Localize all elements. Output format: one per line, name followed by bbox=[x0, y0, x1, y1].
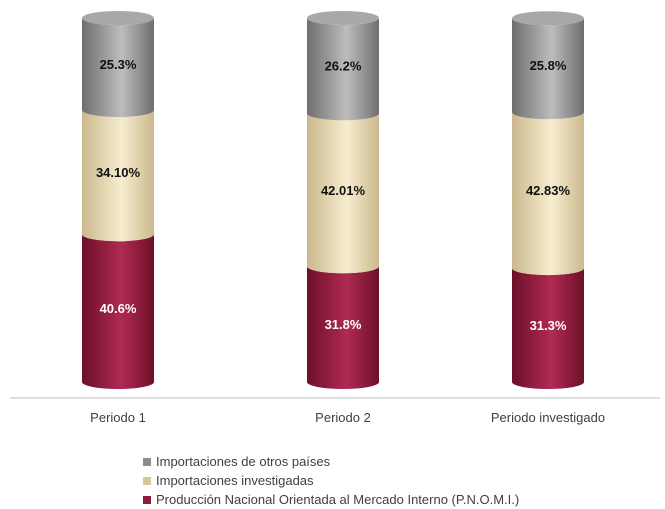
legend-swatch-investigadas bbox=[143, 476, 151, 485]
bar-segment-0-0 bbox=[82, 234, 154, 389]
bar-segment-0-2 bbox=[82, 18, 154, 118]
category-label-0: Periodo 1 bbox=[90, 410, 146, 425]
legend-item-pnomi: Producción Nacional Orientada al Mercado… bbox=[143, 490, 519, 509]
legend-item-investigadas: Importaciones investigadas bbox=[143, 471, 519, 490]
bar-segment-1-0 bbox=[307, 266, 379, 389]
legend-item-otros: Importaciones de otros países bbox=[143, 452, 519, 471]
bar-cap-2 bbox=[512, 11, 584, 26]
data-label-0-1: 34.10% bbox=[96, 165, 141, 180]
legend-label-otros: Importaciones de otros países bbox=[156, 454, 331, 469]
data-label-1-2: 26.2% bbox=[325, 59, 362, 74]
legend-label-pnomi: Producción Nacional Orientada al Mercado… bbox=[156, 492, 520, 507]
category-label-1: Periodo 2 bbox=[315, 410, 371, 425]
chart-svg: 40.6% 34.10% 25.3% Periodo 1 31.8% 42.01% 26.2… bbox=[10, 10, 660, 425]
bar-segment-2-0 bbox=[512, 268, 584, 389]
data-label-1-1: 42.01% bbox=[321, 183, 366, 198]
legend: Importaciones de otros países Importacio… bbox=[143, 452, 519, 509]
bar-segment-1-1 bbox=[307, 113, 379, 274]
bar-segment-2-1 bbox=[512, 112, 584, 276]
bar-cap-0 bbox=[82, 11, 154, 25]
bar-segment-1-2 bbox=[307, 17, 379, 121]
category-label-2: Periodo investigado bbox=[491, 410, 605, 425]
legend-swatch-pnomi bbox=[143, 495, 151, 504]
stacked-cylinder-chart: 40.6% 34.10% 25.3% Periodo 1 31.8% 42.01% 26.2… bbox=[10, 10, 660, 425]
data-label-0-0: 40.6% bbox=[100, 301, 137, 316]
bar-segment-2-2 bbox=[512, 18, 584, 120]
legend-swatch-otros bbox=[143, 457, 151, 466]
data-label-2-2: 25.8% bbox=[530, 58, 567, 73]
data-label-1-0: 31.8% bbox=[325, 317, 362, 332]
legend-label-investigadas: Importaciones investigadas bbox=[156, 473, 314, 488]
bar-cap-1 bbox=[307, 10, 379, 25]
data-label-2-1: 42.83% bbox=[526, 183, 571, 198]
data-label-0-2: 25.3% bbox=[100, 57, 137, 72]
bar-segment-0-1 bbox=[82, 110, 154, 242]
data-label-2-0: 31.3% bbox=[530, 318, 567, 333]
